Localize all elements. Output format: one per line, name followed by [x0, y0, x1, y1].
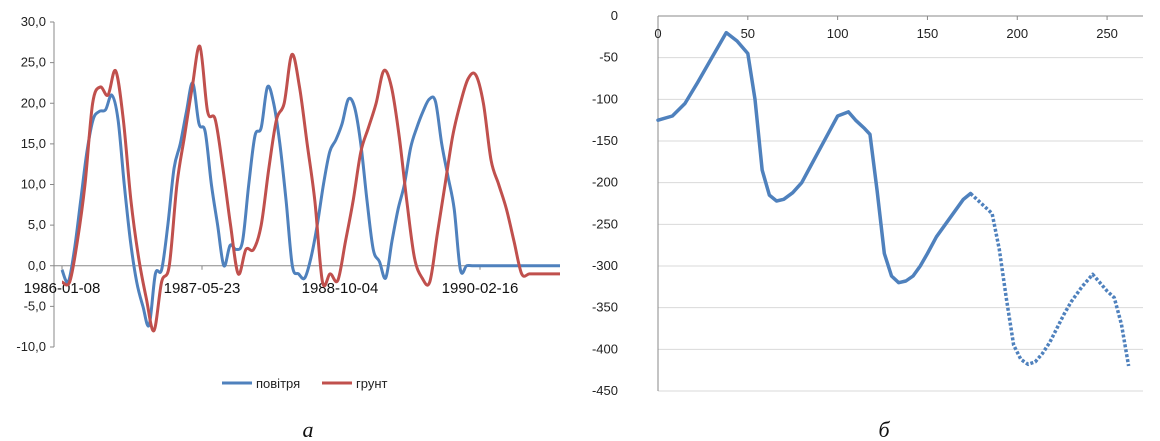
chart-b-y-tick-label: -300	[592, 258, 618, 273]
chart-b-x-tick-label: 150	[917, 26, 939, 41]
chart-a-y-tick-label: 20,0	[21, 95, 46, 110]
chart-b-y-tick-label: -50	[599, 50, 618, 65]
chart-b-x-tick-label: 100	[827, 26, 849, 41]
chart-a-series-soil-line	[61, 44, 560, 333]
chart-a-y-tick-label: -5,0	[24, 298, 46, 313]
chart-a-y-tick-label: 0,0	[28, 258, 46, 273]
chart-a-legend-label-1: грунт	[356, 376, 388, 391]
chart-b-y-tick-label: -350	[592, 300, 618, 315]
chart-b-y-tick-label: -150	[592, 133, 618, 148]
chart-a-x-tick-label: 1987-05-23	[164, 280, 241, 297]
chart-b-y-tick-label: -100	[592, 91, 618, 106]
chart-b-y-tick-label: -250	[592, 216, 618, 231]
chart-a-y-tick-label: 5,0	[28, 217, 46, 232]
chart-a-y-tick-label: 15,0	[21, 136, 46, 151]
chart-a-y-tick-label: 10,0	[21, 177, 46, 192]
chart-a-x-tick-label: 1986-01-08	[24, 280, 101, 297]
chart-a-caption: а	[303, 417, 314, 441]
chart-b-caption: б	[878, 417, 890, 441]
chart-b-x-tick-label: 200	[1006, 26, 1028, 41]
chart-a: 30,0 25,0 20,0 15,0 10,0 5,0 0,0 -5,0 -10,0 1986-…	[16, 14, 560, 441]
chart-b-x-tick-label: 0	[654, 26, 661, 41]
chart-a-series-air-line	[60, 81, 560, 328]
chart-b-y-tick-label: -450	[592, 383, 618, 398]
chart-b-series-forecast-line	[969, 192, 1131, 367]
chart-a-y-tick-label: -10,0	[16, 339, 46, 354]
chart-b: 0 -50 -100 -150 -200 -250 -300 -350 -400 -450 0 50 1…	[592, 8, 1143, 441]
chart-a-x-tick-label: 1988-10-04	[302, 280, 379, 297]
chart-a-legend-label-0: повітря	[256, 376, 300, 391]
chart-a-y-tick-label: 25,0	[21, 55, 46, 70]
chart-b-x-tick-label: 50	[741, 26, 755, 41]
chart-b-y-tick-label: -400	[592, 341, 618, 356]
chart-b-x-tick-label: 250	[1096, 26, 1118, 41]
chart-b-y-tick-label: 0	[611, 8, 618, 23]
chart-a-y-tick-label: 30,0	[21, 14, 46, 29]
chart-a-x-tick-label: 1990-02-16	[442, 280, 519, 297]
chart-b-series-observed-line	[656, 30, 973, 285]
chart-b-y-tick-label: -200	[592, 175, 618, 190]
